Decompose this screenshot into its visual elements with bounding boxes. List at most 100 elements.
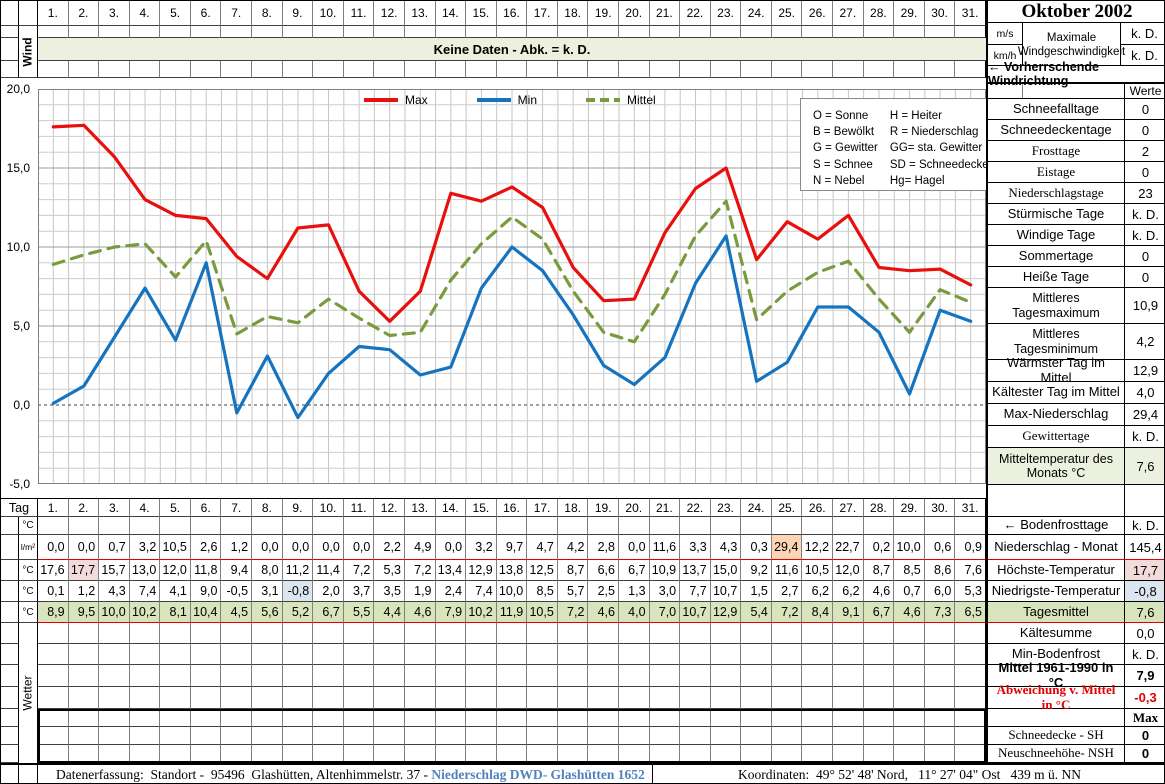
weather-cell[interactable]	[618, 745, 650, 763]
weather-cell[interactable]	[282, 665, 314, 687]
tmax-cell[interactable]: 15,0	[710, 560, 742, 581]
weather-cell[interactable]	[160, 623, 191, 644]
weather-cell[interactable]	[160, 727, 191, 745]
wind-cell[interactable]	[68, 61, 100, 78]
weather-cell[interactable]	[863, 665, 895, 687]
weather-cell[interactable]	[741, 745, 772, 763]
tmax-cell[interactable]: 8,6	[924, 560, 956, 581]
wind-cell[interactable]	[741, 61, 772, 78]
weather-cell[interactable]	[588, 644, 619, 665]
weather-cell[interactable]	[618, 644, 650, 665]
weather-cell[interactable]	[527, 665, 558, 687]
weather-cell[interactable]	[588, 665, 619, 687]
precip-cell[interactable]: 11,6	[649, 535, 681, 560]
weather-cell[interactable]	[313, 623, 344, 644]
precip-cell[interactable]: 0,9	[955, 535, 986, 560]
weather-cell[interactable]	[343, 665, 375, 687]
weather-cell[interactable]	[741, 687, 772, 709]
tmax-cell[interactable]: 13,0	[129, 560, 161, 581]
weather-cell[interactable]	[38, 644, 69, 665]
weather-cell[interactable]	[343, 745, 375, 763]
wind-cell[interactable]	[710, 26, 742, 38]
wind-cell[interactable]	[741, 26, 772, 38]
weather-cell[interactable]	[771, 665, 803, 687]
tmin-cell[interactable]: 1,5	[741, 581, 772, 602]
weather-cell[interactable]	[741, 727, 772, 745]
wind-cell[interactable]	[160, 26, 191, 38]
weather-cell[interactable]	[833, 687, 864, 709]
tmin-cell[interactable]: 8,5	[527, 581, 558, 602]
wind-cell[interactable]	[588, 61, 619, 78]
weather-cell[interactable]	[221, 644, 253, 665]
wind-cell[interactable]	[221, 26, 253, 38]
weather-cell[interactable]	[680, 665, 711, 687]
weather-cell[interactable]	[710, 687, 742, 709]
weather-cell[interactable]	[129, 687, 161, 709]
temp-cell[interactable]	[741, 517, 772, 535]
weather-cell[interactable]	[863, 687, 895, 709]
weather-cell[interactable]	[404, 745, 436, 763]
weather-cell[interactable]	[435, 623, 467, 644]
tmin-cell[interactable]: 7,4	[129, 581, 161, 602]
weather-cell[interactable]	[771, 745, 803, 763]
tmin-cell[interactable]: -0,5	[221, 581, 253, 602]
tmin-cell[interactable]: 0,1	[38, 581, 69, 602]
weather-cell[interactable]	[618, 665, 650, 687]
tmax-cell[interactable]: 6,6	[588, 560, 619, 581]
weather-cell[interactable]	[649, 623, 681, 644]
wind-cell[interactable]	[38, 26, 69, 38]
tmin-cell[interactable]: 4,1	[160, 581, 191, 602]
wind-cell[interactable]	[771, 26, 803, 38]
wind-cell[interactable]	[649, 26, 681, 38]
wind-cell[interactable]	[99, 26, 130, 38]
weather-cell[interactable]	[924, 709, 956, 727]
wind-cell[interactable]	[435, 61, 467, 78]
weather-cell[interactable]	[221, 687, 253, 709]
weather-cell[interactable]	[588, 623, 619, 644]
temp-cell[interactable]	[771, 517, 803, 535]
temp-cell[interactable]	[894, 517, 925, 535]
weather-cell[interactable]	[527, 709, 558, 727]
weather-cell[interactable]	[99, 644, 130, 665]
precip-cell[interactable]: 3,2	[129, 535, 161, 560]
weather-cell[interactable]	[466, 745, 497, 763]
weather-cell[interactable]	[466, 709, 497, 727]
wind-cell[interactable]	[771, 61, 803, 78]
weather-cell[interactable]	[496, 623, 528, 644]
weather-cell[interactable]	[252, 687, 283, 709]
wind-cell[interactable]	[252, 26, 283, 38]
wind-cell[interactable]	[496, 26, 528, 38]
temp-cell[interactable]	[252, 517, 283, 535]
weather-cell[interactable]	[38, 687, 69, 709]
tmax-cell[interactable]: 11,2	[282, 560, 314, 581]
weather-cell[interactable]	[496, 727, 528, 745]
weather-cell[interactable]	[955, 644, 986, 665]
wind-cell[interactable]	[282, 26, 314, 38]
tmin-cell[interactable]: 3,0	[649, 581, 681, 602]
weather-cell[interactable]	[99, 665, 130, 687]
weather-cell[interactable]	[741, 665, 772, 687]
temp-cell[interactable]	[99, 517, 130, 535]
weather-cell[interactable]	[252, 745, 283, 763]
weather-cell[interactable]	[221, 709, 253, 727]
weather-cell[interactable]	[771, 644, 803, 665]
tmax-cell[interactable]: 11,8	[190, 560, 222, 581]
weather-cell[interactable]	[129, 709, 161, 727]
weather-cell[interactable]	[924, 745, 956, 763]
temp-cell[interactable]	[160, 517, 191, 535]
weather-cell[interactable]	[252, 665, 283, 687]
weather-cell[interactable]	[955, 665, 986, 687]
weather-cell[interactable]	[435, 709, 467, 727]
wind-cell[interactable]	[38, 61, 69, 78]
weather-cell[interactable]	[160, 665, 191, 687]
wind-cell[interactable]	[190, 26, 222, 38]
temp-cell[interactable]	[557, 517, 589, 535]
weather-cell[interactable]	[68, 745, 100, 763]
precip-cell[interactable]: 0,3	[741, 535, 772, 560]
wind-cell[interactable]	[955, 26, 986, 38]
wind-cell[interactable]	[252, 61, 283, 78]
weather-cell[interactable]	[38, 709, 69, 727]
weather-cell[interactable]	[221, 745, 253, 763]
weather-cell[interactable]	[221, 665, 253, 687]
wind-cell[interactable]	[190, 61, 222, 78]
